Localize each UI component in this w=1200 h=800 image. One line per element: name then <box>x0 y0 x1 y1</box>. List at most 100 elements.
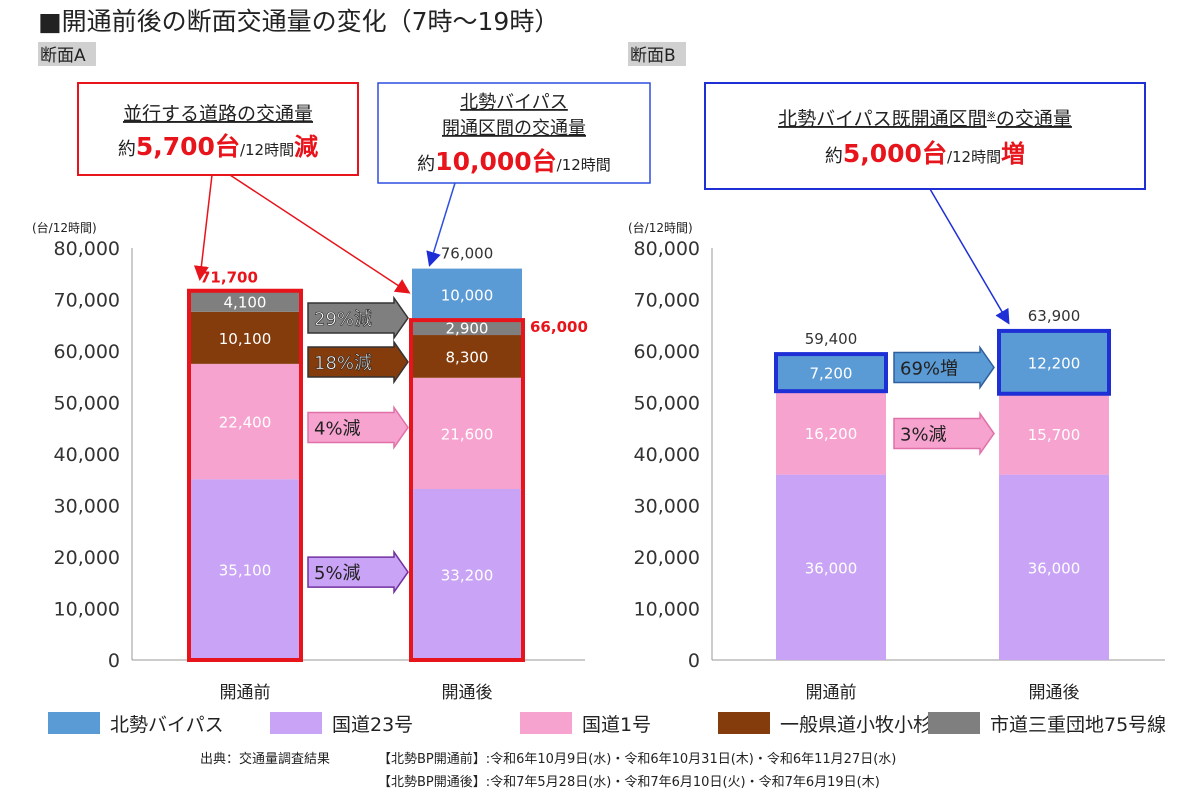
data-label-city: 2,900 <box>446 320 489 338</box>
callout-pointer-before <box>193 174 213 281</box>
change-label-city: 29%減 <box>314 309 372 330</box>
x-tick-label: 開通前 <box>806 683 857 703</box>
callout-bypass-pointer <box>426 182 456 267</box>
y-tick-label: 10,000 <box>54 599 120 621</box>
data-label-prefectural: 10,100 <box>219 330 272 348</box>
section-b-label-bg <box>628 42 686 66</box>
bar-segment-prefectural <box>412 335 522 378</box>
plot-section-a: (台/12時間) 0 10,000 20,000 30,000 40,000 50,000 6… <box>32 220 588 703</box>
data-label-prefectural: 8,300 <box>446 348 489 366</box>
change-arrow-city <box>307 295 409 341</box>
y-tick-label: 80,000 <box>634 238 700 260</box>
y-tick-label: 0 <box>688 650 700 672</box>
change-label-bypass: 69%増 <box>900 358 958 379</box>
y-tick-label: 30,000 <box>54 496 120 518</box>
bar-segment-route1 <box>999 393 1109 475</box>
legend-label-bypass: 北勢バイパス <box>110 714 224 736</box>
data-label-route1: 21,600 <box>441 425 494 443</box>
parallel-total-label: 66,000 <box>530 318 588 336</box>
legend-label-prefectural: 一般県道小牧小杉線 <box>780 714 951 736</box>
unit: /12時間 <box>947 148 1001 166</box>
y-tick-label: 20,000 <box>634 547 700 569</box>
prefix: 約 <box>825 146 843 167</box>
change-label-route23: 5%減 <box>314 563 361 584</box>
callout-parallel-heading: 並行する道路の交通量 <box>123 103 313 125</box>
callout-parallel-roads: 並行する道路の交通量 約5,700台/12時間減 <box>77 82 359 176</box>
legend-swatch-city <box>928 712 980 734</box>
y-tick-label: 40,000 <box>54 444 120 466</box>
callout-existing-heading: 北勢バイパス既開通区間※の交通量 <box>778 108 1072 130</box>
section-a-label: 断面A <box>40 46 86 66</box>
bar-segment-route1 <box>190 363 300 480</box>
bypass-segment-outline <box>997 328 1111 396</box>
change-arrow-route23 <box>307 549 409 595</box>
x-tick-label: 開通後 <box>442 683 493 703</box>
y-tick-label: 70,000 <box>634 290 700 312</box>
change-arrow-route1 <box>307 405 409 450</box>
x-tick-label: 開通前 <box>220 683 271 703</box>
legend-swatch-route1 <box>520 712 572 734</box>
bar-segment-bypass <box>999 330 1109 394</box>
legend-swatch-prefectural <box>718 712 770 734</box>
unit: /12時間 <box>557 156 611 174</box>
y-tick-label: 80,000 <box>54 238 120 260</box>
callout-bypass-heading2: 開通区間の交通量 <box>442 118 586 139</box>
bypass-segment-outline <box>774 352 888 394</box>
data-label-bypass: 12,200 <box>1028 354 1081 372</box>
x-tick-label: 開通後 <box>1029 683 1080 703</box>
prefix: 約 <box>118 139 136 160</box>
y-tick-label: 70,000 <box>54 290 120 312</box>
heading-tail: の交通量 <box>996 108 1072 130</box>
total-label: 59,400 <box>805 330 858 348</box>
total-label: 76,000 <box>441 245 494 263</box>
source-dates-after: 【北勢BP開通後】:令和7年5月28日(水)・令和7年6月10日(火)・令和7年… <box>378 775 880 790</box>
data-label-bypass: 10,000 <box>441 286 494 304</box>
y-tick-label: 20,000 <box>54 547 120 569</box>
legend-swatch-route23 <box>270 712 322 734</box>
section-a-label-bg <box>38 42 96 66</box>
bar-segment-route23 <box>412 489 522 660</box>
y-tick-label: 10,000 <box>634 599 700 621</box>
parallel-roads-outline <box>409 318 525 662</box>
y-tick-label: 0 <box>108 650 120 672</box>
callout-pointer-after <box>229 174 411 294</box>
total-label: 71,700 <box>200 269 258 287</box>
data-label-city: 4,100 <box>224 293 267 311</box>
bar-segment-city <box>412 320 522 336</box>
data-label-route1: 16,200 <box>805 425 858 443</box>
legend: 北勢バイパス 国道23号 国道1号 一般県道小牧小杉線 市道三重団地75号線 <box>48 712 1166 736</box>
legend-swatch-bypass <box>48 712 100 734</box>
y-tick-label: 30,000 <box>634 496 700 518</box>
page-title: ■開通前後の断面交通量の変化（7時～19時） <box>38 7 559 36</box>
y-tick-label: 60,000 <box>54 341 120 363</box>
bar-segment-city <box>190 290 300 312</box>
total-label: 63,900 <box>1028 307 1081 325</box>
y-tick-label: 50,000 <box>634 393 700 415</box>
data-label-route1: 15,700 <box>1028 426 1081 444</box>
callout-bypass-value: 約10,000台/12時間 <box>417 147 611 176</box>
y-tick-label: 50,000 <box>54 393 120 415</box>
suffix: 減 <box>294 133 318 161</box>
prefix: 約 <box>417 154 435 175</box>
section-b-label: 断面B <box>630 46 676 66</box>
callout-bypass-heading1: 北勢バイパス <box>460 92 568 113</box>
source-dates-before: 【北勢BP開通前】:令和6年10月9日(水)・令和6年10月31日(木)・令和6… <box>378 751 896 767</box>
change-arrow-prefectural <box>307 339 409 385</box>
value: 10,000台 <box>435 147 556 176</box>
data-label-bypass: 7,200 <box>810 365 853 383</box>
heading-main: 北勢バイパス既開通区間 <box>778 108 987 130</box>
parallel-roads-outline <box>187 288 303 662</box>
legend-label-route1: 国道1号 <box>582 714 651 736</box>
change-label-route1: 3%減 <box>900 425 947 446</box>
data-label-route23: 33,200 <box>441 567 494 585</box>
change-arrow-route1 <box>893 411 995 456</box>
bar-segment-route23 <box>776 474 886 660</box>
plot-section-b: (台/12時間) 0 10,000 20,000 30,000 40,000 50,000 6… <box>628 220 1165 703</box>
bar-segment-prefectural <box>190 311 300 364</box>
legend-label-route23: 国道23号 <box>332 714 413 736</box>
callout-existing-value: 約5,000台/12時間増 <box>825 139 1025 168</box>
note-mark: ※ <box>987 109 996 122</box>
change-label-route1: 4%減 <box>314 418 361 439</box>
bar-segment-route23 <box>190 479 300 660</box>
